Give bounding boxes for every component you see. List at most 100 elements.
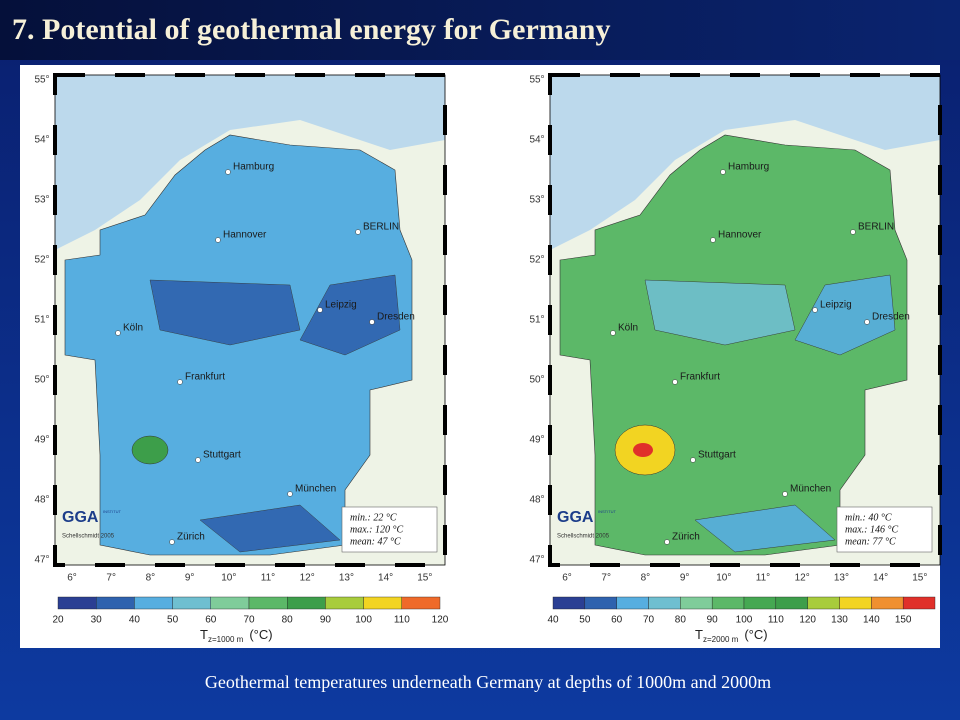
- city-label: München: [295, 484, 336, 495]
- latitude-label: 54°: [529, 135, 544, 146]
- stats-line: max.: 146 °C: [845, 524, 898, 535]
- colorbar-segment: [363, 596, 403, 610]
- city-label: Stuttgart: [203, 450, 241, 461]
- colorbar-label: Tz=1000 m (°C): [200, 627, 273, 644]
- colorbar-tick-label: 70: [643, 615, 655, 626]
- city-label: BERLIN: [858, 222, 894, 233]
- colorbar-label: Tz=2000 m (°C): [695, 627, 768, 644]
- city-label: Hamburg: [728, 162, 769, 173]
- colorbar-tick-label: 40: [129, 615, 141, 626]
- longitude-label: 9°: [680, 573, 690, 584]
- colorbar-tick-label: 90: [320, 615, 332, 626]
- longitude-label: 14°: [873, 573, 888, 584]
- colorbar-segment: [552, 596, 586, 610]
- city-label: Dresden: [872, 312, 910, 323]
- credit: Schellschmidt 2005: [557, 534, 610, 540]
- temperature-zone: [299, 274, 401, 356]
- longitude-label: 10°: [221, 573, 236, 584]
- longitude-label: 7°: [601, 573, 611, 584]
- latitude-label: 48°: [529, 495, 544, 506]
- longitude-label: 12°: [795, 573, 810, 584]
- longitude-label: 13°: [834, 573, 849, 584]
- colorbar-tick-label: 100: [355, 615, 372, 626]
- logo: GGA: [62, 509, 99, 526]
- city-label: Köln: [123, 323, 143, 334]
- colorbar-segment: [743, 596, 777, 610]
- colorbar-label-unit: (°C): [744, 627, 767, 642]
- longitude-label: 6°: [562, 573, 572, 584]
- city-dot: [782, 491, 788, 497]
- colorbar-tick-label: 80: [675, 615, 687, 626]
- colorbar-segment: [287, 596, 326, 610]
- latitude-label: 52°: [34, 255, 49, 266]
- colorbar-tick-label: 90: [707, 615, 719, 626]
- city-dot: [287, 491, 293, 497]
- latitude-label: 47°: [34, 555, 49, 566]
- colorbar-tick-label: 80: [282, 615, 294, 626]
- city-label: Zürich: [177, 532, 205, 543]
- longitude-label: 13°: [339, 573, 354, 584]
- latitude-label: 48°: [34, 495, 49, 506]
- longitude-label: 10°: [716, 573, 731, 584]
- city-dot: [355, 229, 361, 235]
- city-dot: [115, 330, 121, 336]
- colorbar-segment: [584, 596, 617, 610]
- temperature-zone: [199, 504, 341, 553]
- colorbar-tick-label: 50: [167, 615, 179, 626]
- colorbar-segment: [95, 596, 135, 610]
- temperature-zone: [633, 443, 653, 457]
- latitude-label: 49°: [34, 435, 49, 446]
- longitude-label: 9°: [185, 573, 195, 584]
- city-label: Zürich: [672, 532, 700, 543]
- colorbar-segment: [172, 596, 212, 610]
- colorbar-tick-label: 110: [768, 615, 784, 626]
- latitude-label: 53°: [34, 195, 49, 206]
- temperature-zone: [131, 435, 169, 465]
- colorbar-segment: [648, 596, 681, 610]
- colorbar-segment: [134, 596, 173, 610]
- logo-sub: INSTITUT: [598, 509, 617, 514]
- city-label: Hannover: [223, 230, 267, 241]
- colorbar-segment: [807, 596, 840, 610]
- longitude-label: 15°: [417, 573, 432, 584]
- temperature-zone: [794, 274, 896, 356]
- city-label: Frankfurt: [680, 372, 720, 383]
- colorbar-tick-label: 60: [205, 615, 217, 626]
- latitude-label: 51°: [529, 315, 544, 326]
- stats-box: [341, 506, 438, 553]
- city-dot: [225, 169, 231, 175]
- colorbar-tick-label: 120: [432, 615, 449, 626]
- colorbar-tick-label: 20: [52, 615, 64, 626]
- colorbar-label-symbol: T: [695, 627, 703, 642]
- city-dot: [710, 237, 716, 243]
- latitude-label: 49°: [529, 435, 544, 446]
- longitude-label: 8°: [146, 573, 156, 584]
- caption: Geothermal temperatures underneath Germa…: [205, 672, 771, 692]
- map-sea: [550, 75, 940, 250]
- map-sea: [55, 75, 445, 250]
- stats-line: max.: 120 °C: [350, 524, 403, 535]
- longitude-label: 11°: [756, 573, 770, 584]
- colorbar-tick-label: 60: [611, 615, 623, 626]
- stats-box: [836, 506, 933, 553]
- colorbar-segment: [902, 596, 936, 610]
- map-frame-inner: [54, 74, 446, 566]
- logo: GGA: [557, 509, 594, 526]
- colorbar-segment: [248, 596, 288, 610]
- city-dot: [317, 307, 323, 313]
- city-label: Köln: [618, 323, 638, 334]
- credit: Schellschmidt 2005: [62, 534, 115, 540]
- city-label: Hannover: [718, 230, 762, 241]
- longitude-label: 6°: [67, 573, 77, 584]
- map-frame-inner: [549, 74, 941, 566]
- latitude-label: 50°: [34, 375, 49, 386]
- city-dot: [610, 330, 616, 336]
- longitude-label: 11°: [261, 573, 275, 584]
- city-dot: [177, 379, 183, 385]
- colorbar-tick-label: 120: [799, 615, 816, 626]
- colorbar-tick-label: 30: [91, 615, 103, 626]
- city-label: Leipzig: [820, 300, 852, 311]
- stats-line: min.: 22 °C: [350, 512, 397, 523]
- city-label: Frankfurt: [185, 372, 225, 383]
